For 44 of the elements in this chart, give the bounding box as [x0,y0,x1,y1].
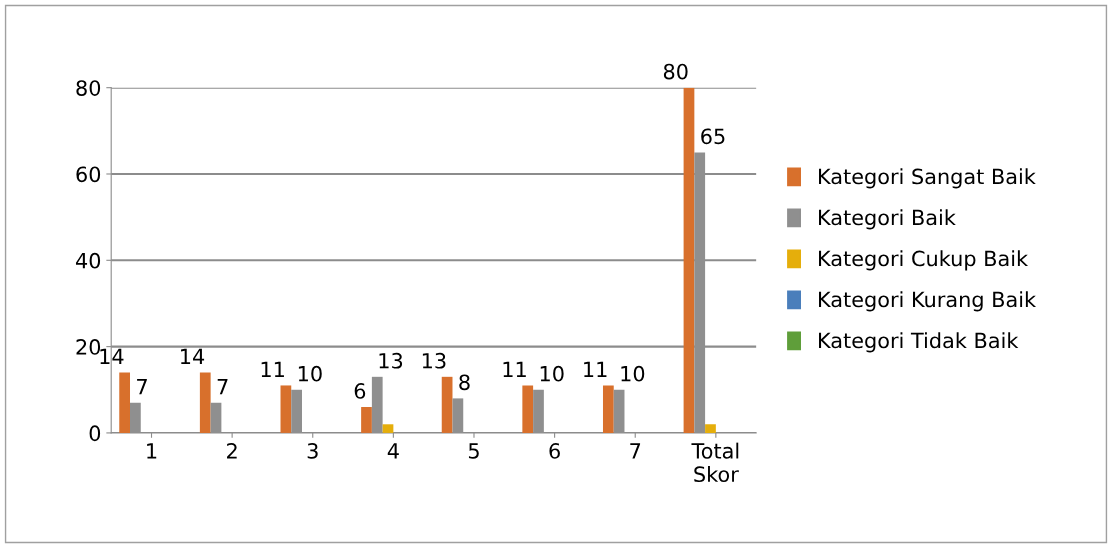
data-label: 14 [100,348,124,364]
bar [119,372,131,433]
bar [382,424,394,433]
x-tick-label: 7 [630,443,641,459]
bar [522,385,534,433]
y-tick-label: 20 [76,339,101,355]
bar [705,424,716,433]
legend-label: Kategori Tidak Baik [819,332,1019,353]
x-tick-label: 1 [147,443,157,459]
bar [280,385,292,433]
x-tick-label: 3 [307,443,318,459]
bar [441,376,453,433]
data-label: 10 [621,365,645,382]
y-tick-label: 0 [89,425,101,442]
data-label: 10 [540,365,564,382]
bar [683,87,695,433]
legend-label: Kategori Baik [819,209,956,230]
data-label: 14 [181,348,205,364]
x-tick-label: 5 [468,443,479,459]
data-label: 8 [459,374,470,391]
data-label: 6 [354,383,366,399]
y-tick-label: 40 [75,252,101,269]
data-label: 10 [298,365,322,382]
data-label: 65 [701,128,725,145]
x-tick-label: Total Skor [691,442,739,483]
data-label: 11 [261,361,284,377]
legend-label: Kategori Kurang Baik [819,291,1037,312]
x-tick-label: 6 [549,443,560,459]
bar [199,372,211,433]
data-label: 13 [379,352,403,369]
y-tick-label: 60 [76,166,101,183]
legend-label: Kategori Cukup Baik [819,250,1029,271]
data-label: 7 [137,379,147,395]
data-label: 80 [663,63,688,80]
y-tick-label: 80 [76,80,101,96]
x-tick-label: 2 [227,443,237,459]
x-tick-label: 4 [387,443,399,459]
legend-label: Kategori Sangat Baik [819,168,1036,189]
data-label: 13 [422,352,446,369]
data-label: 7 [217,379,228,395]
data-label: 11 [584,361,607,377]
data-label: 11 [503,361,526,377]
bar [361,407,372,433]
bar [602,385,614,433]
